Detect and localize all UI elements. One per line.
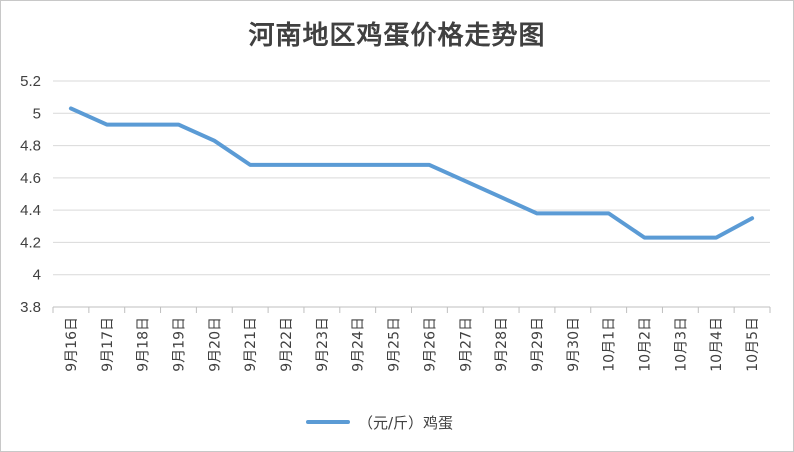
data-point: [213, 140, 215, 142]
data-point: [285, 164, 287, 166]
data-point: [106, 124, 108, 126]
x-tick-label: 9月24日: [351, 317, 367, 372]
y-tick-label: 4.8: [20, 138, 41, 155]
data-point: [715, 237, 717, 239]
y-tick-label: 4.6: [20, 170, 41, 187]
data-point: [142, 124, 144, 126]
x-tick-label: 9月18日: [136, 317, 152, 372]
data-point: [464, 180, 466, 182]
legend: （元/斤）鸡蛋: [306, 409, 453, 435]
x-tick-label: 10月3日: [673, 317, 689, 372]
data-point: [428, 164, 430, 166]
x-tick-label: 9月22日: [279, 317, 295, 372]
data-point: [679, 237, 681, 239]
y-tick-label: 3.8: [20, 299, 41, 316]
series-line: [68, 106, 755, 240]
x-tick-label: 9月25日: [387, 317, 403, 372]
x-tick-label: 10月2日: [638, 317, 654, 372]
data-point: [357, 164, 359, 166]
data-point: [536, 212, 538, 214]
data-point: [177, 124, 179, 126]
x-tick-label: 9月28日: [494, 317, 510, 372]
chart-title: 河南地区鸡蛋价格走势图: [248, 21, 546, 51]
x-tick-label: 10月1日: [602, 317, 618, 372]
x-tick-label: 9月29日: [530, 317, 546, 372]
data-point: [393, 164, 395, 166]
data-point: [572, 212, 574, 214]
x-tick-label: 10月5日: [745, 317, 761, 372]
x-tick-label: 9月17日: [100, 317, 116, 372]
y-tick-label: 4.2: [20, 234, 41, 251]
x-tick-label: 9月23日: [315, 317, 331, 372]
data-point: [500, 196, 502, 198]
y-tick-label: 5: [33, 105, 41, 122]
data-point: [644, 237, 646, 239]
data-point: [751, 217, 753, 219]
y-tick-label: 4.4: [20, 202, 41, 219]
y-tick-label: 5.2: [20, 73, 41, 90]
x-tick-label: 9月16日: [64, 317, 80, 372]
y-tick-label: 4: [33, 267, 41, 284]
x-tick-label: 9月26日: [422, 317, 438, 372]
x-tick-label: 9月19日: [171, 317, 187, 372]
x-tick-label: 9月27日: [458, 317, 474, 372]
x-tick-label: 9月30日: [566, 317, 582, 372]
x-tick-label: 10月4日: [709, 317, 725, 372]
x-tick-label: 9月20日: [207, 317, 223, 372]
x-tick-label: 9月21日: [243, 317, 259, 372]
data-point: [321, 164, 323, 166]
data-point: [70, 107, 72, 109]
legend-line-swatch: [306, 420, 350, 424]
legend-label: （元/斤）鸡蛋: [358, 413, 454, 432]
data-point: [608, 212, 610, 214]
data-point: [249, 164, 251, 166]
